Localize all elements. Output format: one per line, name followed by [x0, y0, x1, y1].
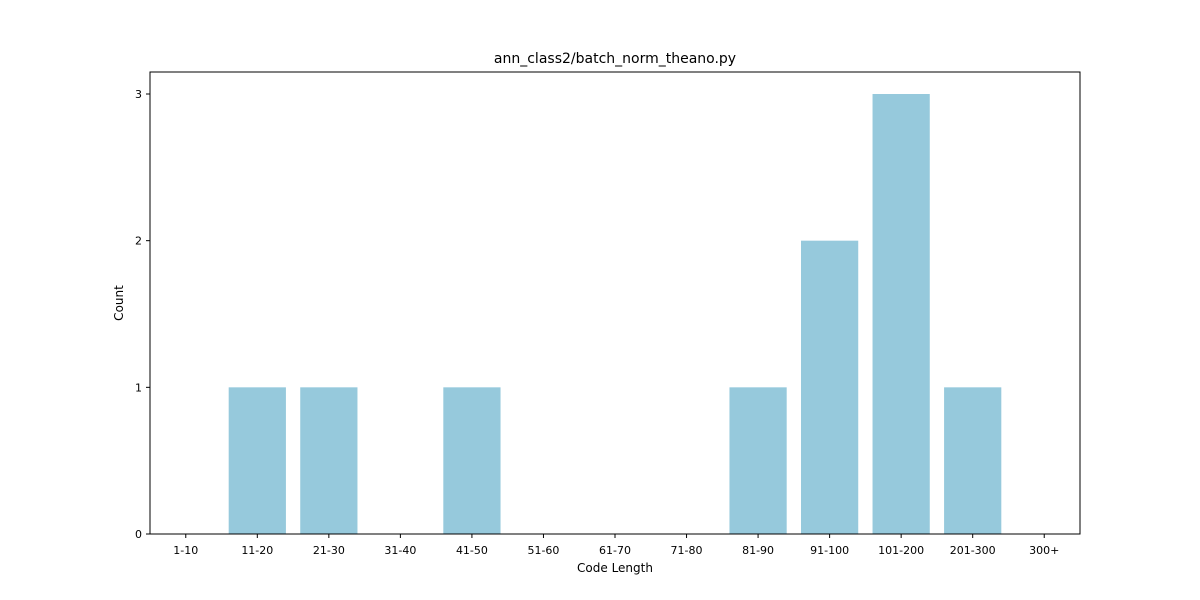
y-tick-label: 2 — [135, 235, 142, 248]
x-tick-label: 51-60 — [527, 544, 559, 557]
bar — [300, 387, 358, 534]
bar — [801, 240, 859, 535]
x-tick-label: 31-40 — [384, 544, 416, 557]
bar — [729, 387, 787, 534]
bars-group — [228, 94, 1002, 535]
x-tick-label: 1-10 — [173, 544, 198, 557]
chart-title: ann_class2/batch_norm_theano.py — [494, 51, 736, 67]
x-tick-label: 11-20 — [241, 544, 273, 557]
x-tick-label: 201-300 — [950, 544, 996, 557]
x-tick-label: 101-200 — [878, 544, 924, 557]
x-tick-label: 41-50 — [456, 544, 488, 557]
x-tick-label: 81-90 — [742, 544, 774, 557]
bar — [228, 387, 286, 534]
y-tick-label: 1 — [135, 381, 142, 394]
x-tick-label: 300+ — [1029, 544, 1059, 557]
plot-frame — [149, 71, 1081, 535]
x-tick-label: 71-80 — [671, 544, 703, 557]
y-tick-label: 3 — [135, 88, 142, 101]
bar — [944, 387, 1002, 534]
x-axis-ticks: 1-10 11-20 21-30 31-40 41-50 51-60 61-70 71-80 8… — [173, 534, 1059, 557]
bar — [443, 387, 501, 534]
y-axis-label: Count — [112, 285, 126, 321]
y-axis-ticks: 0 1 2 3 — [135, 88, 150, 541]
bar — [872, 94, 930, 534]
x-axis-label: Code Length — [577, 561, 653, 575]
y-tick-label: 0 — [135, 528, 142, 541]
x-tick-label: 91-100 — [810, 544, 849, 557]
x-tick-label: 21-30 — [313, 544, 345, 557]
x-tick-label: 61-70 — [599, 544, 631, 557]
